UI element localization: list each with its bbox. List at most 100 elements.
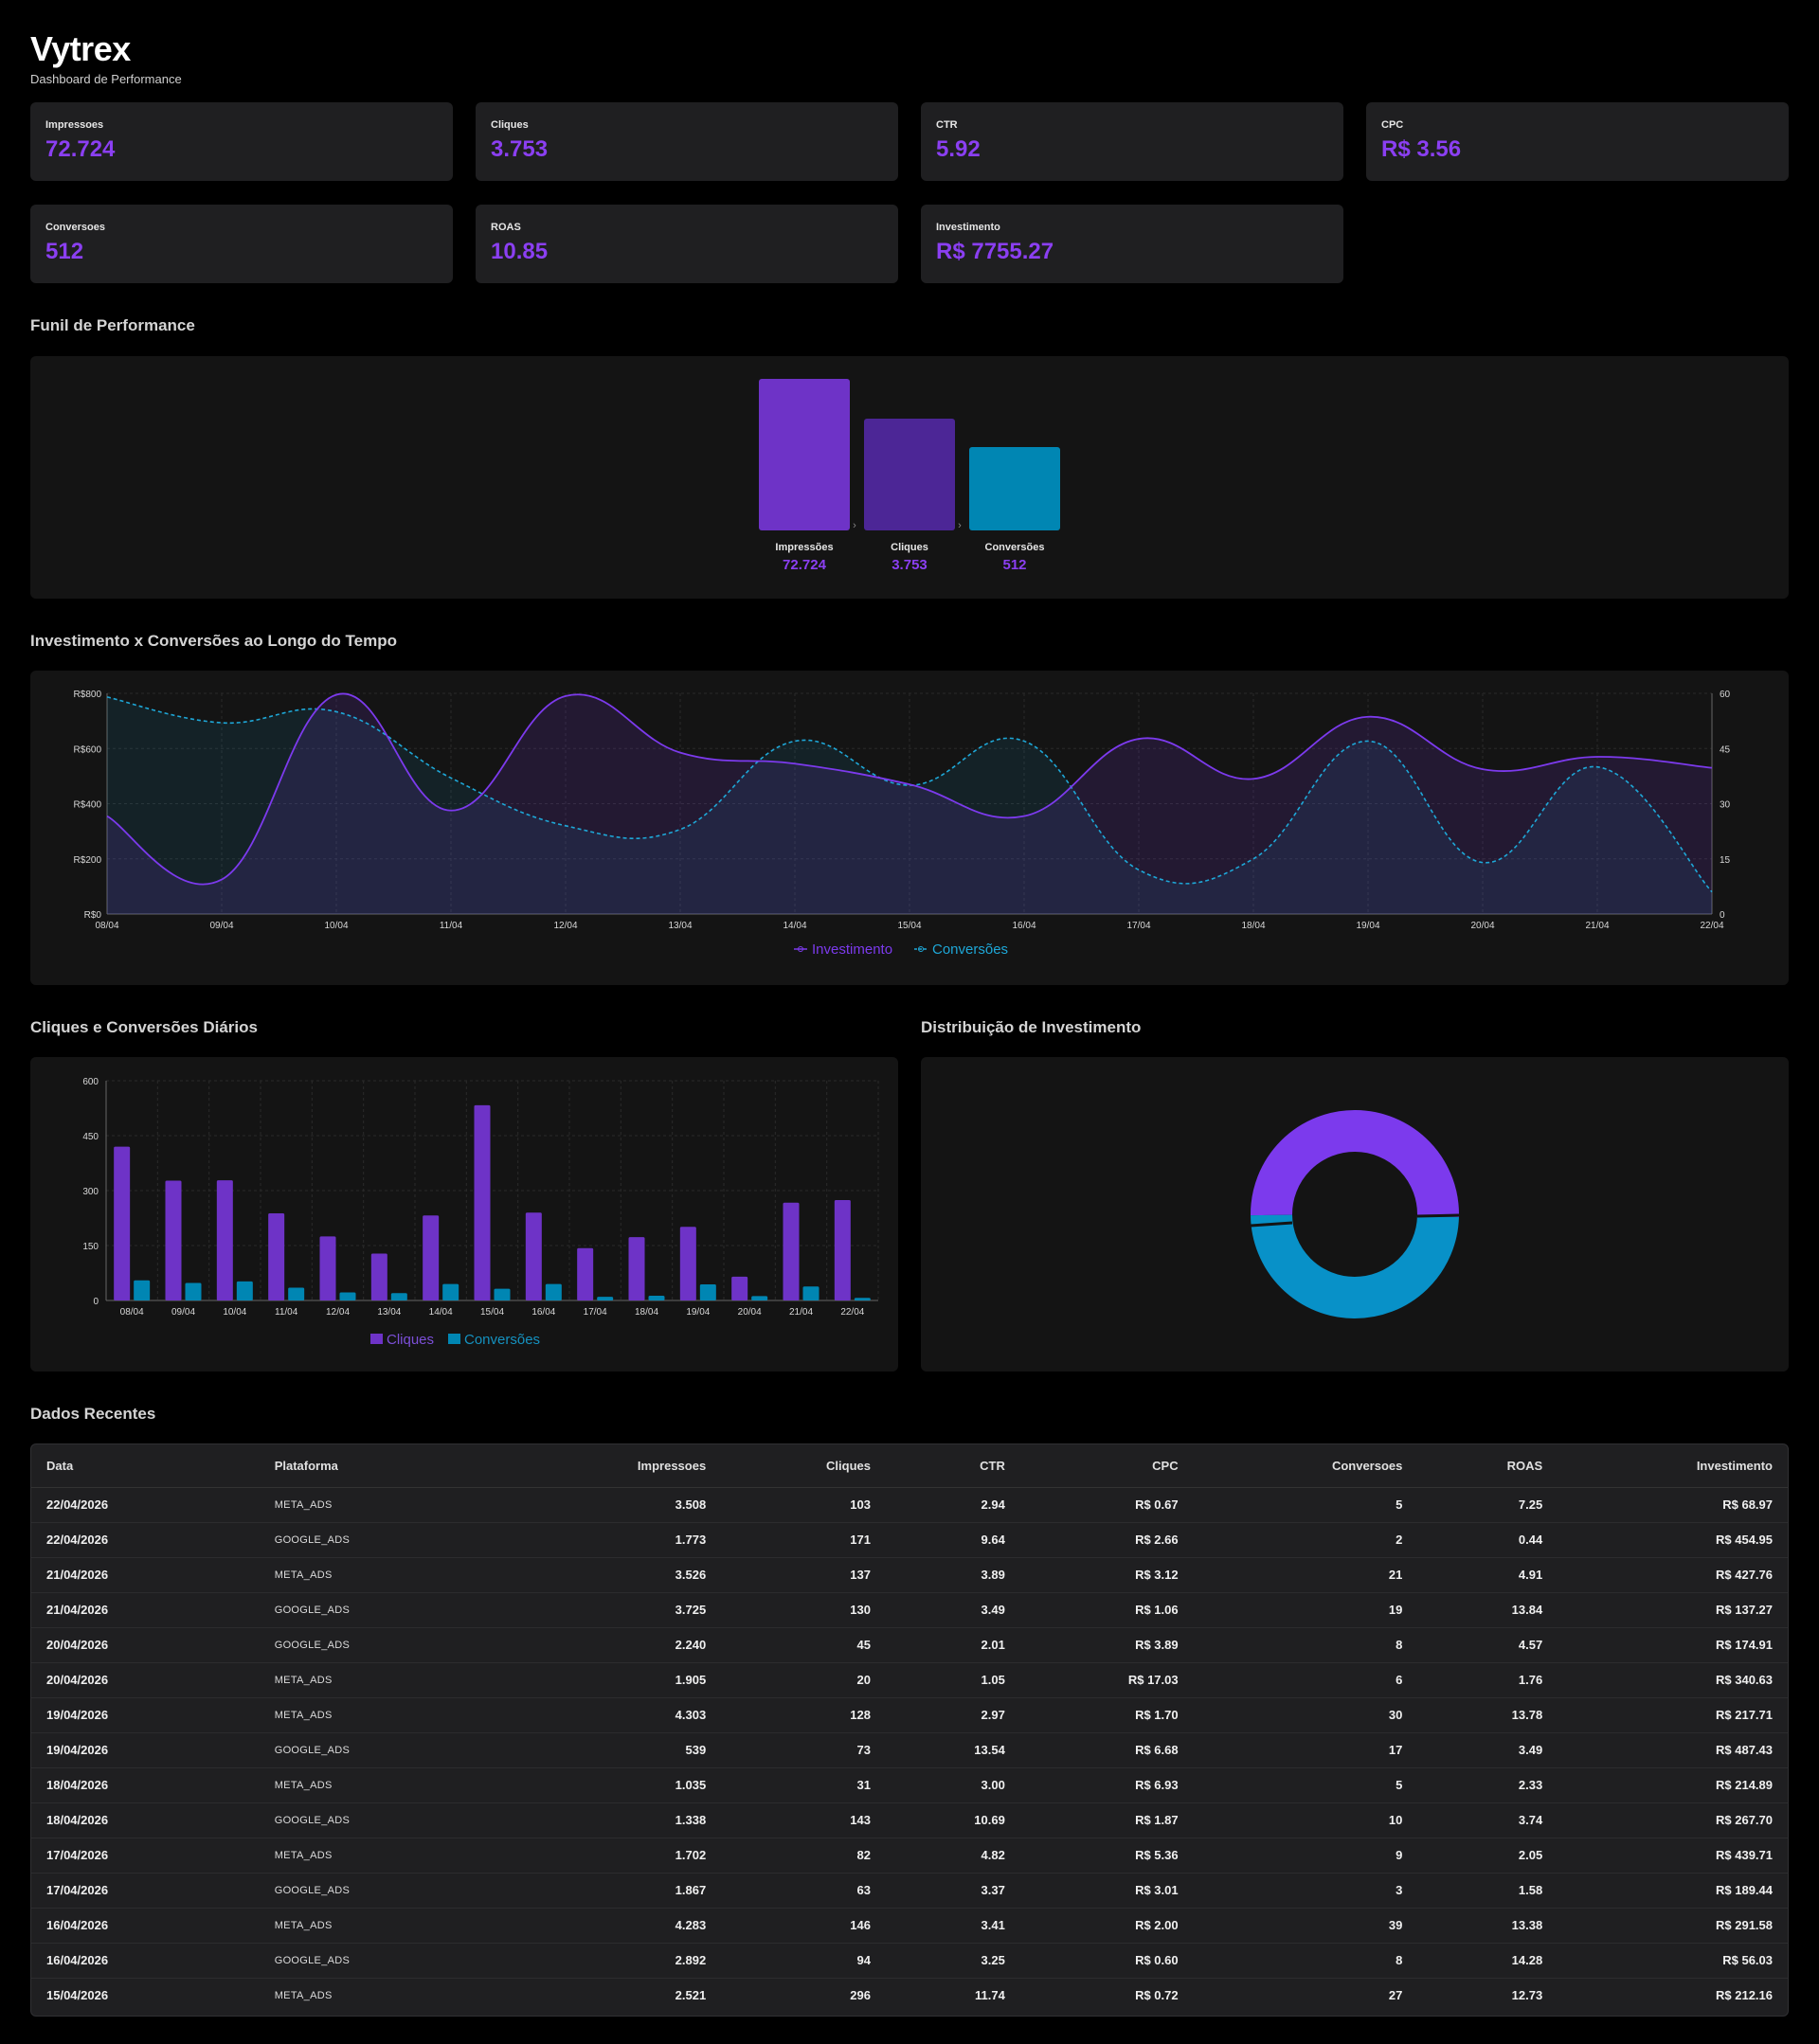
cell-impressoes: 1.338 xyxy=(486,1802,722,1838)
column-header-ctr[interactable]: CTR xyxy=(886,1444,1020,1488)
cell-plataforma: GOOGLE_ADS xyxy=(259,1627,487,1663)
cell-roas: 0.44 xyxy=(1417,1522,1558,1558)
column-header-investimento[interactable]: Investimento xyxy=(1558,1444,1788,1488)
series-line-conversoes xyxy=(106,696,1713,893)
kpi-card-impressoes: Impressoes 72.724 xyxy=(30,102,453,181)
legend-item-cliques[interactable]: Cliques xyxy=(370,1332,434,1348)
bar-conversoes xyxy=(236,1281,253,1300)
section-title-funnel: Funil de Performance xyxy=(30,316,195,334)
cell-roas: 2.33 xyxy=(1417,1767,1558,1803)
cell-plataforma: META_ADS xyxy=(259,1697,487,1733)
cell-data: 21/04/2026 xyxy=(31,1557,260,1593)
donut-slice-meta-ads[interactable] xyxy=(1251,1110,1459,1218)
x-tick-label: 08/04 xyxy=(95,921,118,931)
cell-cpc: R$ 6.93 xyxy=(1019,1767,1194,1803)
x-tick-label: 09/04 xyxy=(171,1307,195,1318)
table-row[interactable]: 19/04/2026 GOOGLE_ADS 539 73 13.54 R$ 6.68 17 3… xyxy=(31,1732,1788,1768)
donut-slice-google-ads[interactable] xyxy=(1251,1213,1459,1318)
table-row[interactable]: 16/04/2026 META_ADS 4.283 146 3.41 R$ 2.00 39 1… xyxy=(31,1908,1788,1944)
bar-cliques xyxy=(216,1180,233,1300)
funnel-stage-value: 72.724 xyxy=(783,557,827,573)
table-row[interactable]: 20/04/2026 GOOGLE_ADS 2.240 45 2.01 R$ 3.89 8 4… xyxy=(31,1627,1788,1663)
cell-ctr: 2.94 xyxy=(886,1487,1020,1523)
kpi-value: 3.753 xyxy=(491,136,549,162)
bar-conversoes xyxy=(390,1293,407,1300)
y-left-tick-label: R$0 xyxy=(84,910,102,921)
app-subtitle: Dashboard de Performance xyxy=(30,72,182,86)
series-line-investimento xyxy=(106,692,1713,886)
cell-conversoes: 39 xyxy=(1193,1908,1418,1944)
cell-roas: 1.76 xyxy=(1417,1662,1558,1698)
x-tick-label: 19/04 xyxy=(686,1307,710,1318)
funnel-stage-label: Cliques xyxy=(891,542,928,553)
table-row[interactable]: 16/04/2026 GOOGLE_ADS 2.892 94 3.25 R$ 0.60 8 1… xyxy=(31,1943,1788,1979)
table-row[interactable]: 21/04/2026 GOOGLE_ADS 3.725 130 3.49 R$ 1.06 1… xyxy=(31,1592,1788,1628)
table-row[interactable]: 22/04/2026 GOOGLE_ADS 1.773 171 9.64 R$ 2.66 2… xyxy=(31,1522,1788,1558)
bar-cliques xyxy=(423,1215,440,1300)
cell-cliques: 63 xyxy=(721,1873,886,1909)
series-area-conversoes xyxy=(107,696,1712,914)
cell-impressoes: 1.773 xyxy=(486,1522,722,1558)
x-tick-label: 19/04 xyxy=(1356,921,1379,931)
legend-item-conversoes[interactable]: Conversões xyxy=(914,941,1008,958)
cell-investimento: R$ 267.70 xyxy=(1558,1802,1788,1838)
x-tick-label: 17/04 xyxy=(1126,921,1150,931)
table-row[interactable]: 22/04/2026 META_ADS 3.508 103 2.94 R$ 0.67 5 7.… xyxy=(31,1487,1788,1523)
cell-plataforma: META_ADS xyxy=(259,1838,487,1874)
bar-conversoes xyxy=(699,1283,716,1300)
column-header-roas[interactable]: ROAS xyxy=(1417,1444,1558,1488)
app-header: Vytrex Dashboard de Performance xyxy=(30,28,182,86)
column-header-conversoes[interactable]: Conversoes xyxy=(1193,1444,1418,1488)
cell-plataforma: GOOGLE_ADS xyxy=(259,1522,487,1558)
table-row[interactable]: 18/04/2026 GOOGLE_ADS 1.338 143 10.69 R$ 1.87… xyxy=(31,1802,1788,1838)
legend-item-conversoes[interactable]: Conversões xyxy=(448,1332,540,1348)
y-right-tick-label: 45 xyxy=(1720,744,1731,755)
cell-conversoes: 30 xyxy=(1193,1697,1418,1733)
column-header-cpc[interactable]: CPC xyxy=(1019,1444,1194,1488)
kpi-label: CTR xyxy=(936,119,958,131)
cell-cpc: R$ 5.36 xyxy=(1019,1838,1194,1874)
table-row[interactable]: 21/04/2026 META_ADS 3.526 137 3.89 R$ 3.12 21 4… xyxy=(31,1557,1788,1593)
x-tick-label: 18/04 xyxy=(635,1307,658,1318)
cell-roas: 2.05 xyxy=(1417,1838,1558,1874)
cell-data: 15/04/2026 xyxy=(46,1988,109,2003)
table-row[interactable]: 19/04/2026 META_ADS 4.303 128 2.97 R$ 1.70 30 1… xyxy=(31,1697,1788,1733)
cell-impressoes: 3.725 xyxy=(486,1592,722,1628)
y-right-tick-label: 0 xyxy=(1720,910,1725,921)
bar-conversoes xyxy=(751,1296,768,1300)
kpi-label: Cliques xyxy=(491,119,529,131)
cell-conversoes: 19 xyxy=(1193,1592,1418,1628)
bar-conversoes xyxy=(442,1283,459,1300)
cell-plataforma: META_ADS xyxy=(259,1662,487,1698)
donut-separator xyxy=(1416,1213,1460,1218)
bar-conversoes xyxy=(134,1280,151,1300)
y-right-tick-label: 60 xyxy=(1720,690,1731,700)
cell-investimento: R$ 291.58 xyxy=(1558,1908,1788,1944)
x-tick-label: 16/04 xyxy=(531,1307,555,1318)
cell-data: 18/04/2026 xyxy=(31,1767,260,1803)
kpi-value: 512 xyxy=(45,239,84,264)
bar-conversoes xyxy=(185,1282,202,1300)
column-header-data[interactable]: Data xyxy=(31,1444,260,1488)
cell-conversoes: 17 xyxy=(1193,1732,1418,1768)
table-row[interactable]: 15/04/2026 META_ADS 2.521 296 11.74 R$ 0.72 27… xyxy=(31,1978,1788,2013)
cell-cpc: R$ 1.87 xyxy=(1019,1802,1194,1838)
table-header-row: Data Plataforma Impressoes Cliques CTR C… xyxy=(31,1444,1788,1488)
legend-item-investimento[interactable]: Investimento xyxy=(794,941,892,958)
cell-impressoes: 1.905 xyxy=(486,1662,722,1698)
bar-conversoes xyxy=(288,1287,305,1300)
x-tick-label: 12/04 xyxy=(553,921,577,931)
column-header-plataforma[interactable]: Plataforma xyxy=(259,1444,487,1488)
x-tick-label: 14/04 xyxy=(783,921,806,931)
column-header-impressoes[interactable]: Impressoes xyxy=(486,1444,722,1488)
table-row[interactable]: 17/04/2026 GOOGLE_ADS 1.867 63 3.37 R$ 3.01 3 1… xyxy=(31,1873,1788,1909)
table-row[interactable]: 17/04/2026 META_ADS 1.702 82 4.82 R$ 5.36 9 2.0… xyxy=(31,1838,1788,1874)
table-row[interactable]: 18/04/2026 META_ADS 1.035 31 3.00 R$ 6.93 5 2.3… xyxy=(31,1767,1788,1803)
column-header-cliques[interactable]: Cliques xyxy=(721,1444,886,1488)
funnel-stage-label: Conversões xyxy=(985,542,1045,553)
x-tick-label: 13/04 xyxy=(668,921,692,931)
table-row[interactable]: 20/04/2026 META_ADS 1.905 20 1.05 R$ 17.03 6 1.… xyxy=(31,1662,1788,1698)
funnel-panel: Impressões 72.724 › Cliques 3.753 › Conversões… xyxy=(30,356,1789,599)
kpi-value: R$ 7755.27 xyxy=(936,239,1054,264)
x-tick-label: 14/04 xyxy=(429,1307,453,1318)
